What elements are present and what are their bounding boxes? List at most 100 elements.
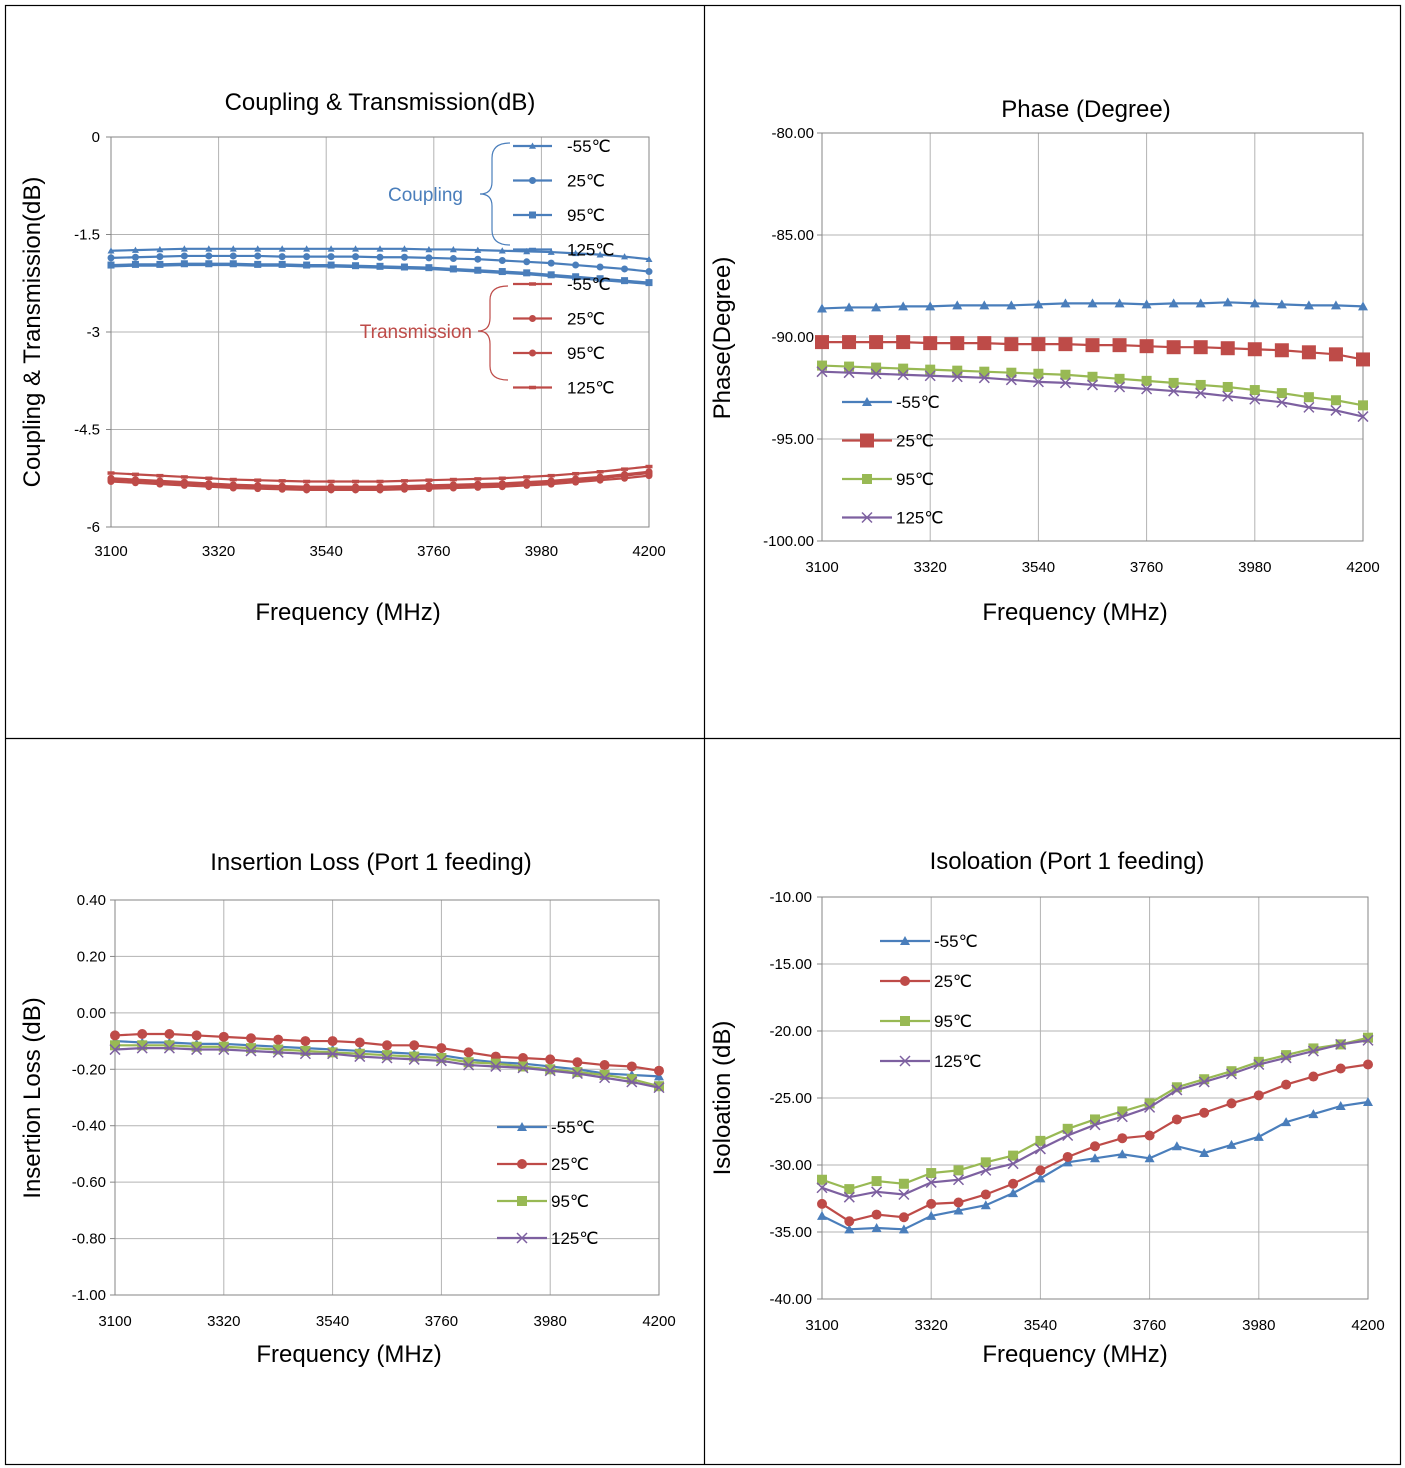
marker-dash: [529, 385, 536, 390]
legend-label: 25℃: [567, 310, 605, 329]
marker-triangle: [254, 245, 262, 252]
marker-dash: [400, 485, 408, 490]
marker-dash: [327, 479, 335, 484]
chart-title: Phase (Degree): [1001, 96, 1170, 123]
chart-title: Insertion Loss (Port 1 feeding): [210, 849, 532, 876]
marker-square: [246, 1043, 256, 1054]
marker-triangle: [1117, 1149, 1128, 1159]
marker-square: [815, 335, 829, 350]
y-tick-label: -25.00: [769, 1090, 812, 1107]
y-tick-label: 0: [92, 129, 100, 146]
marker-square: [923, 336, 938, 351]
marker-circle: [400, 253, 408, 261]
marker-triangle: [1006, 300, 1017, 310]
marker-triangle: [925, 301, 936, 311]
marker-dash: [180, 481, 188, 486]
legend-label: -55℃: [567, 137, 611, 156]
marker-x: [871, 1186, 883, 1198]
y-tick-label: -0.80: [72, 1231, 106, 1248]
y-tick-label: -100.00: [763, 533, 814, 550]
marker-square: [980, 1157, 991, 1168]
marker-circle: [1144, 1130, 1155, 1141]
y-tick-label: -30.00: [769, 1157, 812, 1174]
marker-circle: [1171, 1114, 1182, 1125]
y-tick-label: -20.00: [769, 1023, 812, 1040]
marker-square: [1328, 347, 1343, 362]
marker-square: [1276, 388, 1287, 399]
marker-circle: [180, 252, 188, 260]
marker-triangle: [1114, 298, 1125, 308]
marker-circle: [164, 1029, 175, 1040]
marker-triangle: [278, 245, 286, 252]
marker-x: [599, 1072, 611, 1084]
marker-square: [382, 1050, 392, 1061]
marker-triangle: [844, 1224, 855, 1234]
marker-x: [327, 1048, 339, 1060]
marker-circle: [871, 1209, 882, 1220]
marker-square: [1222, 381, 1233, 392]
marker-dash: [327, 486, 335, 490]
x-tick-label: 3540: [1022, 559, 1055, 576]
y-tick-label: -10.00: [769, 889, 812, 906]
marker-x: [1362, 1034, 1374, 1046]
marker-x: [951, 371, 963, 383]
marker-square: [409, 1051, 420, 1062]
marker-dash: [498, 271, 506, 275]
marker-dash: [180, 263, 188, 267]
marker-x: [1059, 377, 1071, 389]
marker-square: [950, 336, 965, 351]
legend: -55℃ 25℃ 95℃ 125℃: [880, 932, 981, 1071]
marker-dash: [131, 479, 139, 483]
marker-triangle: [1330, 300, 1341, 310]
marker-square: [844, 361, 855, 372]
marker-x: [1062, 1129, 1074, 1142]
marker-triangle: [1222, 297, 1233, 307]
marker-circle: [352, 253, 360, 261]
marker-dash: [547, 480, 555, 484]
marker-x: [816, 366, 828, 378]
marker-triangle: [645, 255, 653, 262]
marker-circle: [545, 1054, 556, 1065]
y-tick-label: -1.00: [72, 1287, 106, 1304]
marker-x: [626, 1076, 638, 1088]
series-2: [817, 1032, 1373, 1195]
series-2: [817, 360, 1368, 411]
marker-circle: [463, 1047, 474, 1058]
marker-dash: [205, 263, 213, 267]
marker-dash: [303, 486, 311, 490]
marker-x: [1280, 1052, 1292, 1064]
y-tick-label: -1.5: [74, 227, 100, 244]
x-tick-label: 4200: [642, 1313, 675, 1330]
marker-circle: [572, 1057, 583, 1068]
marker-x: [861, 511, 873, 524]
marker-triangle: [871, 302, 882, 312]
marker-square: [900, 1016, 910, 1026]
marker-x: [1168, 385, 1180, 397]
marker-triangle: [1144, 1153, 1155, 1163]
marker-square: [871, 1176, 882, 1187]
marker-x: [517, 1062, 529, 1074]
marker-circle: [1308, 1071, 1319, 1082]
marker-x: [1249, 393, 1261, 405]
marker-dash: [572, 276, 580, 280]
legend: -55℃ 25℃ 95℃ 125℃: [842, 393, 943, 528]
marker-square: [871, 362, 882, 373]
marker-circle: [621, 265, 629, 273]
marker-triangle: [1276, 299, 1287, 309]
marker-square: [1166, 340, 1181, 355]
marker-dash: [376, 265, 384, 270]
marker-dash: [254, 263, 262, 268]
marker-dash: [425, 484, 433, 489]
phase-chart: 3100 3320 3540 3760 3980 4200 -80.00 -85.00 -90.…: [709, 96, 1380, 626]
marker-x: [299, 1048, 311, 1060]
marker-x: [354, 1051, 366, 1063]
marker-dash: [229, 477, 237, 482]
marker-triangle: [547, 248, 555, 255]
marker-dash: [278, 263, 286, 268]
marker-x: [381, 1052, 393, 1064]
marker-square: [925, 364, 936, 375]
marker-dash: [229, 484, 237, 488]
marker-circle: [1335, 1063, 1346, 1074]
marker-dash: [596, 470, 604, 474]
